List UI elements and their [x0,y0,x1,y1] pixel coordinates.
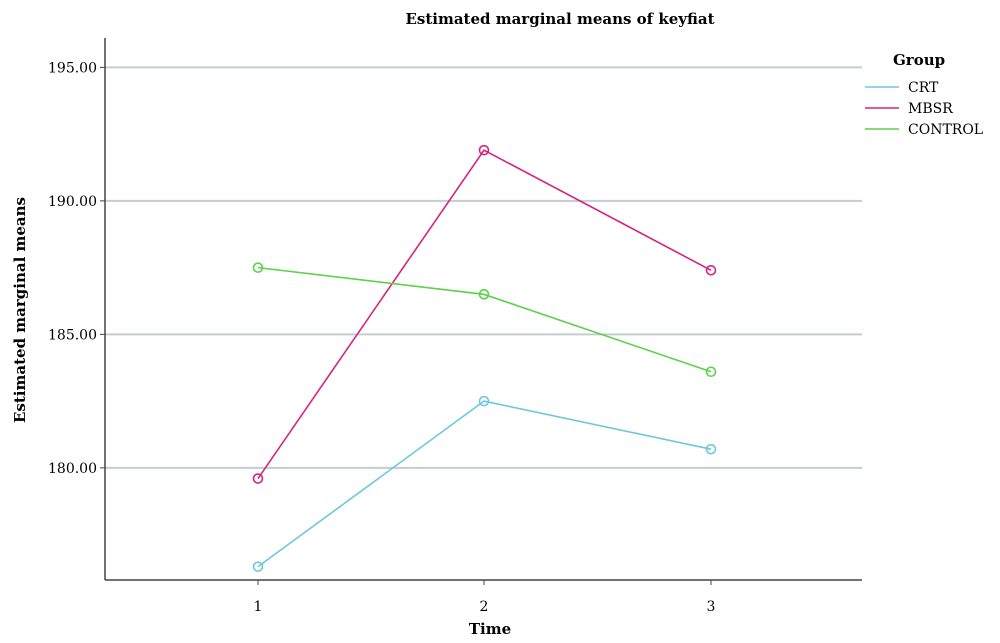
x-tick-label: 2 [480,599,489,615]
y-tick-label: 195.00 [48,60,97,76]
legend-label-mbsr: MBSR [908,101,953,117]
data-point-mbsr [705,264,717,276]
data-point-control [478,289,490,300]
data-point-control [252,262,264,273]
axes [104,38,862,581]
data-point-crt [478,395,490,407]
data-point-mbsr [252,473,264,484]
x-tick-label: 3 [707,599,716,615]
legend: Group CRT MBSR CONTROL [865,51,983,138]
series-line-mbsr [257,149,712,479]
y-axis-label: Estimated marginal means [11,197,29,423]
x-axis-ticks: 1 2 3 [254,580,716,615]
data-point-control [705,366,717,378]
y-tick-label: 190.00 [48,194,97,210]
y-tick-label: 185.00 [48,327,97,343]
y-tick-label: 180.00 [48,461,97,477]
x-axis-label: Time [469,620,511,638]
y-axis-ticks: 180.00 185.00 190.00 195.00 [48,60,105,477]
data-point-crt [705,443,717,455]
gridlines [105,66,862,469]
legend-label-crt: CRT [908,80,939,96]
series-line-control [257,266,712,373]
x-tick-label: 1 [254,599,263,615]
legend-label-control: CONTROL [908,122,983,138]
legend-title: Group [893,51,945,69]
data-point-crt [252,561,264,572]
data-series [252,144,717,572]
series-line-crt [257,400,712,568]
data-point-mbsr [478,144,490,156]
chart-title: Estimated marginal means of keyfiat [405,10,714,28]
